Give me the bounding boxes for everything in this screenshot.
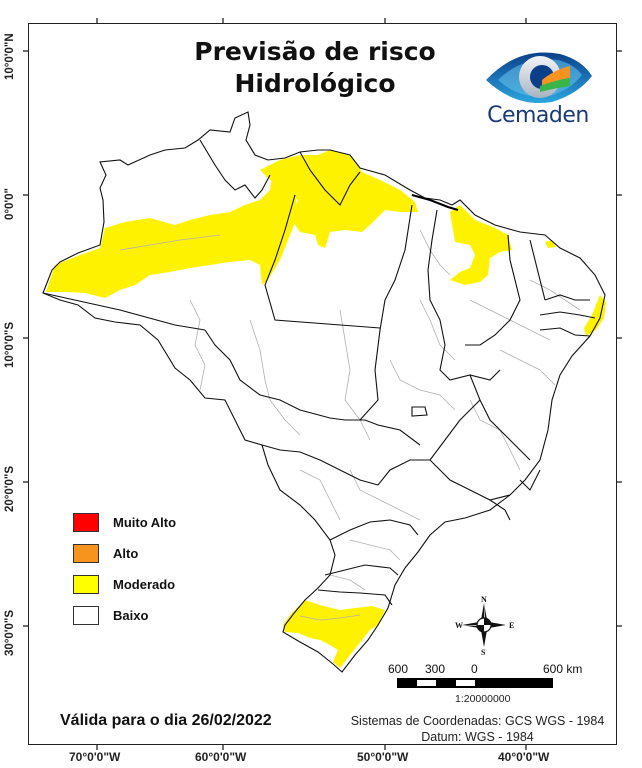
legend-label: Moderado	[113, 577, 176, 592]
lon-tick-40w: 40°0'0"W	[498, 750, 550, 764]
swatch-muito-alto	[73, 513, 99, 532]
compass-s: S	[481, 648, 486, 657]
legend-label: Alto	[113, 546, 139, 561]
logo-wordmark: Cemaden	[487, 103, 589, 128]
region-coast-ne	[584, 295, 606, 336]
region-maranhao	[450, 205, 512, 285]
legend-item-alto: Alto	[73, 538, 176, 569]
legend-item-moderado: Moderado	[73, 569, 176, 600]
map-title: Previsão de risco Hidrológico	[150, 36, 480, 100]
scale-label-300: 300	[425, 662, 446, 676]
datum-text: Datum: WGS - 1984	[421, 730, 534, 744]
compass-w: W	[455, 621, 463, 630]
region-ceara	[545, 240, 556, 248]
region-para-north	[260, 150, 418, 248]
valid-date: Válida para o dia 26/02/2022	[60, 712, 272, 729]
legend: Muito Alto Alto Moderado Baixo	[73, 507, 176, 631]
legend-item-muito-alto: Muito Alto	[73, 507, 176, 538]
compass-n: N	[481, 595, 487, 604]
swatch-alto	[73, 544, 99, 563]
state-borders	[42, 111, 606, 673]
eye-logo-icon	[486, 52, 592, 104]
compass-e: E	[509, 621, 515, 630]
lon-tick-60w: 60°0'0"W	[195, 750, 247, 764]
coastline-north	[411, 193, 459, 212]
lon-tick-50w: 50°0'0"W	[357, 750, 409, 764]
title-line-1: Previsão de risco	[194, 37, 436, 66]
scale-label-600: 600	[388, 662, 409, 676]
coord-system-text: Sistemas de Coordenadas: GCS WGS - 1984	[350, 714, 605, 728]
swatch-baixo	[73, 606, 99, 625]
legend-item-baixo: Baixo	[73, 600, 176, 631]
lon-tick-70w: 70°0'0"W	[69, 750, 121, 764]
scale-label-600km: 600 km	[543, 662, 583, 676]
title-line-2: Hidrológico	[234, 69, 396, 98]
legend-label: Baixo	[113, 608, 149, 623]
scale-ratio: 1:20000000	[455, 693, 511, 705]
map-frame	[28, 23, 617, 745]
region-rs	[283, 600, 385, 668]
region-amazonas	[46, 178, 298, 298]
legend-label: Muito Alto	[113, 515, 177, 530]
moderado-regions	[46, 150, 606, 668]
swatch-moderado	[73, 575, 99, 594]
scale-label-0: 0	[471, 662, 478, 676]
coordinate-system: Sistemas de Coordenadas: GCS WGS - 1984 …	[340, 713, 615, 745]
